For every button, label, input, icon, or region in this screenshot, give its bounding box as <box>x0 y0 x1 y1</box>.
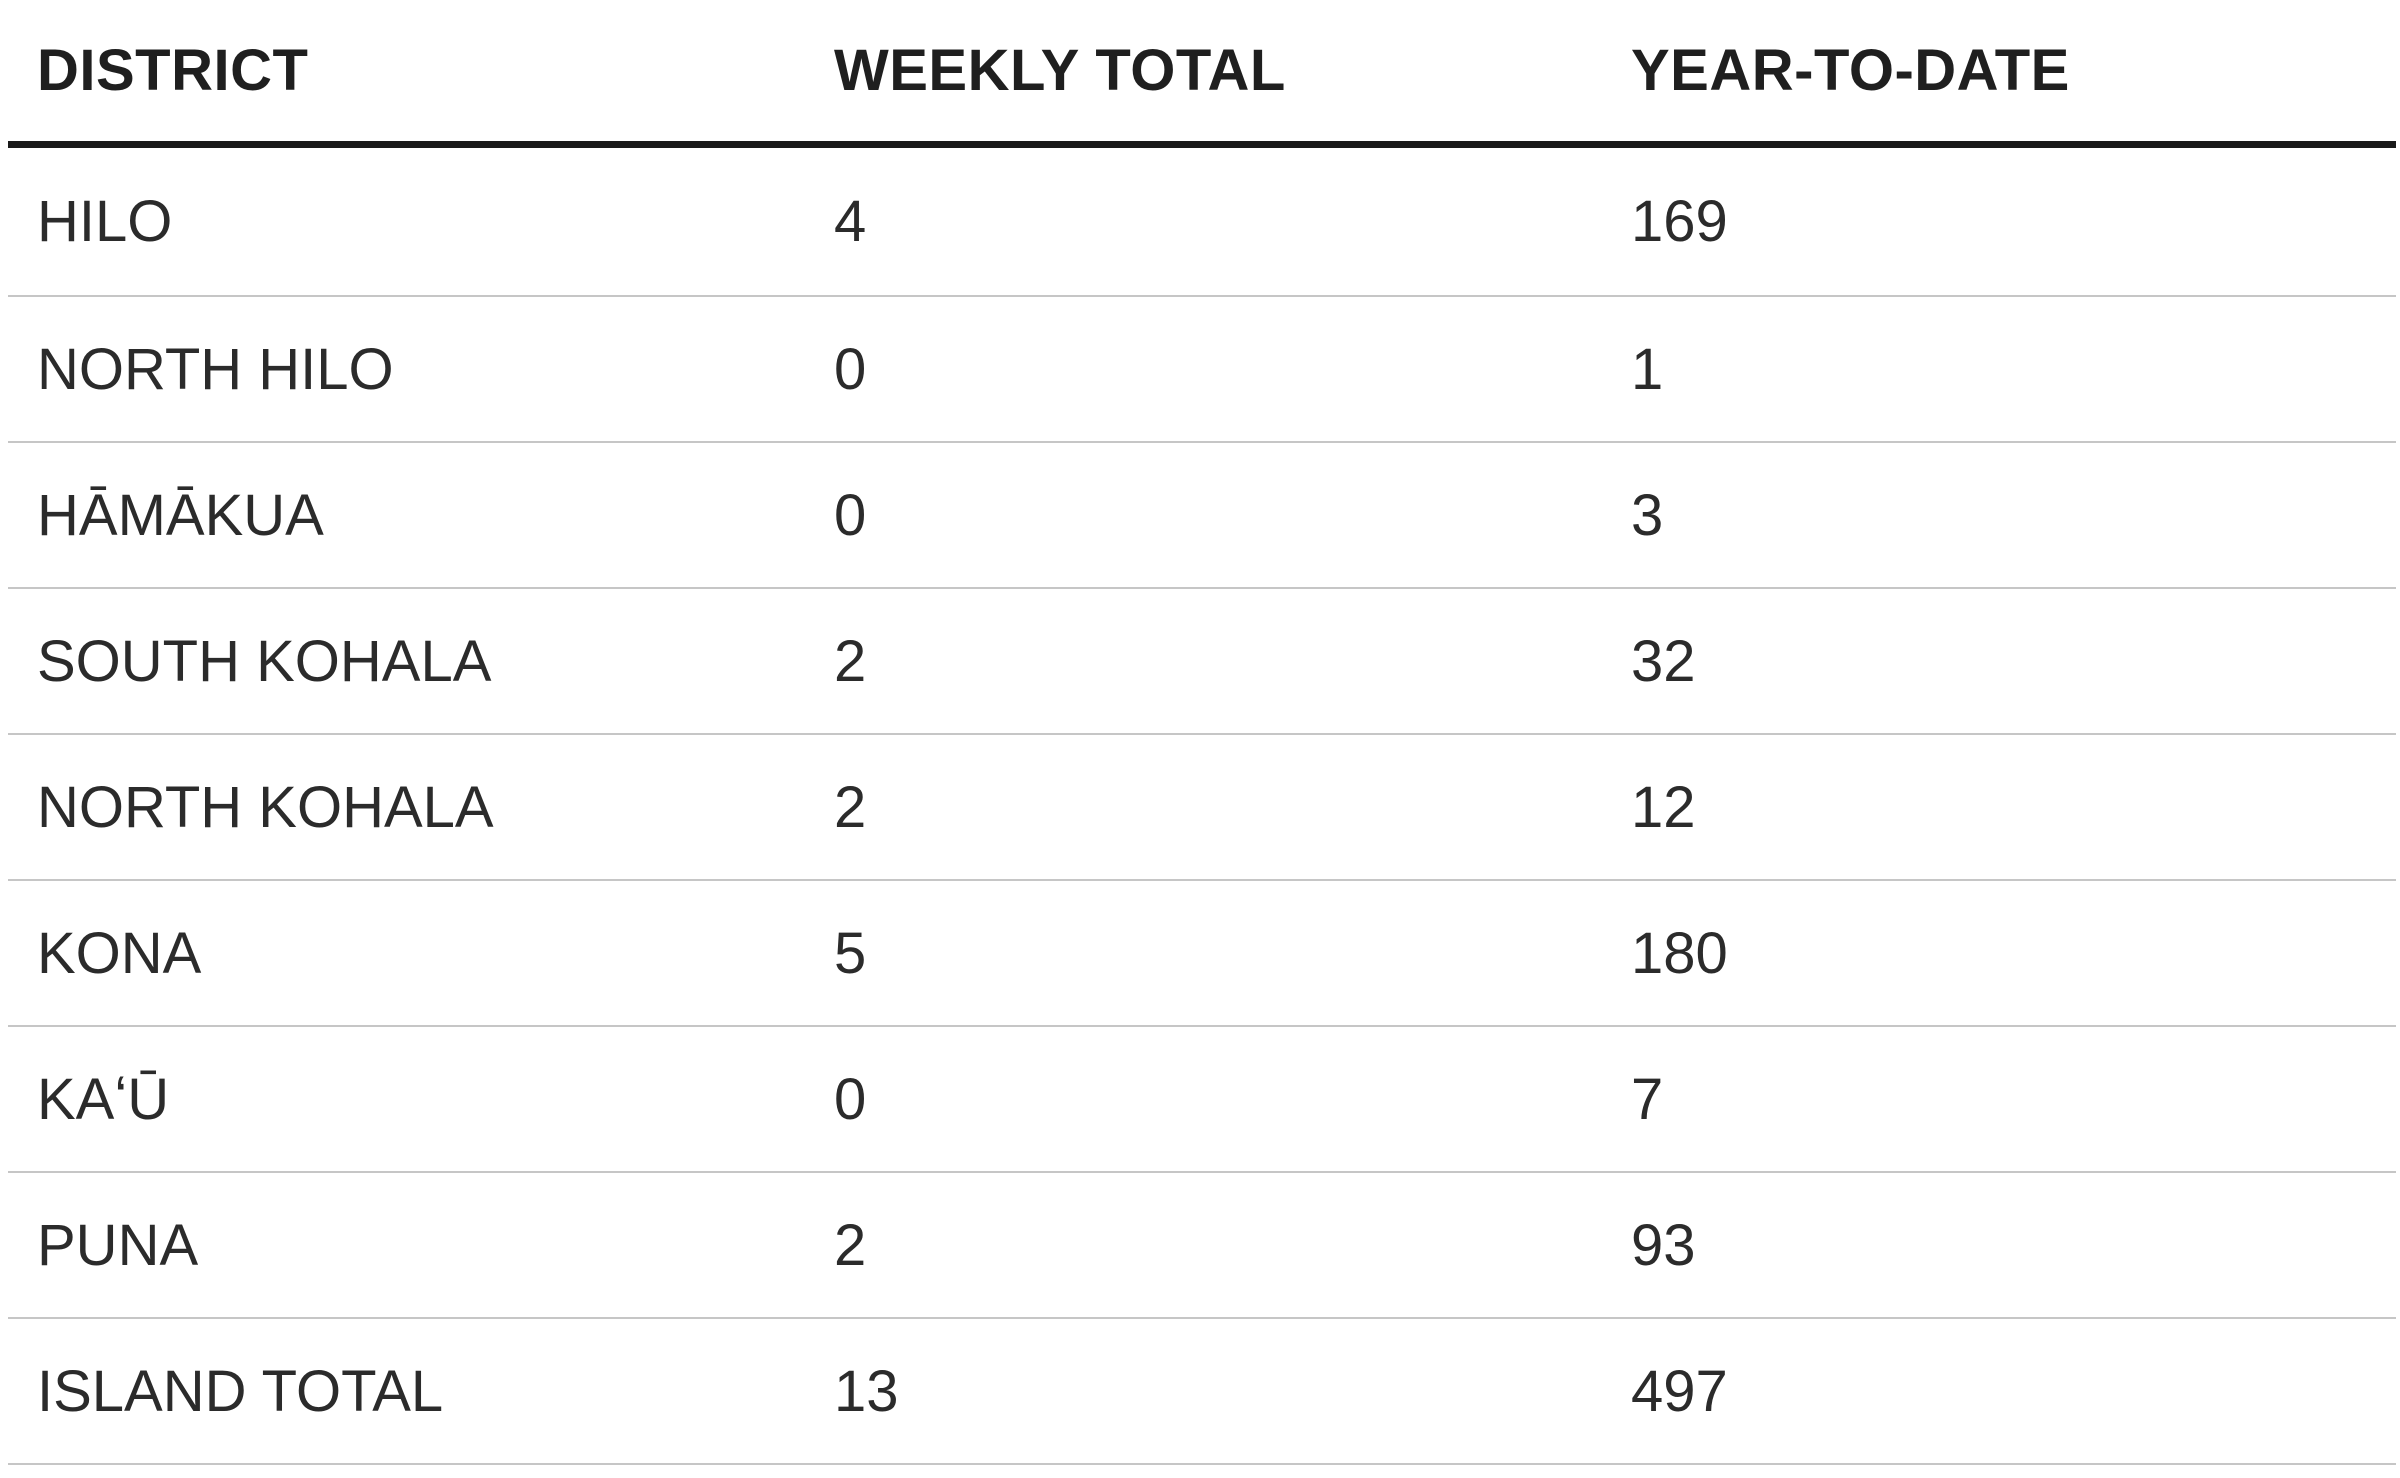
table-header: DISTRICT WEEKLY TOTAL YEAR-TO-DATE <box>8 0 2396 148</box>
weekly-total-cell: 0 <box>805 442 1602 589</box>
district-cell: HĀMĀKUA <box>8 442 805 589</box>
weekly-total-cell: 2 <box>805 734 1602 881</box>
table-row: SOUTH KOHALA 2 32 <box>8 588 2396 735</box>
header-weekly-total: WEEKLY TOTAL <box>805 0 1602 148</box>
header-district: DISTRICT <box>8 0 805 148</box>
weekly-total-cell: 5 <box>805 880 1602 1027</box>
district-cell: SOUTH KOHALA <box>8 588 805 735</box>
table-row-total: ISLAND TOTAL 13 497 <box>8 1318 2396 1465</box>
year-to-date-cell: 12 <box>1602 734 2396 881</box>
header-row: DISTRICT WEEKLY TOTAL YEAR-TO-DATE <box>8 0 2396 148</box>
weekly-total-cell: 2 <box>805 588 1602 735</box>
district-cell: NORTH HILO <box>8 296 805 443</box>
year-to-date-cell: 7 <box>1602 1026 2396 1173</box>
weekly-total-cell: 0 <box>805 296 1602 443</box>
table-row: KONA 5 180 <box>8 880 2396 1027</box>
district-cell: NORTH KOHALA <box>8 734 805 881</box>
weekly-total-cell: 0 <box>805 1026 1602 1173</box>
table-row: PUNA 2 93 <box>8 1172 2396 1319</box>
year-to-date-cell: 169 <box>1602 144 2396 297</box>
weekly-total-cell: 2 <box>805 1172 1602 1319</box>
district-table: DISTRICT WEEKLY TOTAL YEAR-TO-DATE HILO … <box>8 0 2396 1465</box>
district-table-container: DISTRICT WEEKLY TOTAL YEAR-TO-DATE HILO … <box>8 0 2396 1465</box>
table-row: NORTH KOHALA 2 12 <box>8 734 2396 881</box>
table-row: KAʻŪ 0 7 <box>8 1026 2396 1173</box>
table-row: HILO 4 169 <box>8 144 2396 297</box>
weekly-total-cell: 4 <box>805 144 1602 297</box>
district-cell: KAʻŪ <box>8 1026 805 1173</box>
year-to-date-cell: 32 <box>1602 588 2396 735</box>
table-row: HĀMĀKUA 0 3 <box>8 442 2396 589</box>
year-to-date-cell: 3 <box>1602 442 2396 589</box>
district-cell: KONA <box>8 880 805 1027</box>
header-year-to-date: YEAR-TO-DATE <box>1602 0 2396 148</box>
district-cell: PUNA <box>8 1172 805 1319</box>
year-to-date-cell: 180 <box>1602 880 2396 1027</box>
year-to-date-cell: 93 <box>1602 1172 2396 1319</box>
district-cell: ISLAND TOTAL <box>8 1318 805 1465</box>
table-row: NORTH HILO 0 1 <box>8 296 2396 443</box>
year-to-date-cell: 1 <box>1602 296 2396 443</box>
table-body: HILO 4 169 NORTH HILO 0 1 HĀMĀKUA 0 3 SO… <box>8 144 2396 1465</box>
district-cell: HILO <box>8 144 805 297</box>
year-to-date-cell: 497 <box>1602 1318 2396 1465</box>
weekly-total-cell: 13 <box>805 1318 1602 1465</box>
